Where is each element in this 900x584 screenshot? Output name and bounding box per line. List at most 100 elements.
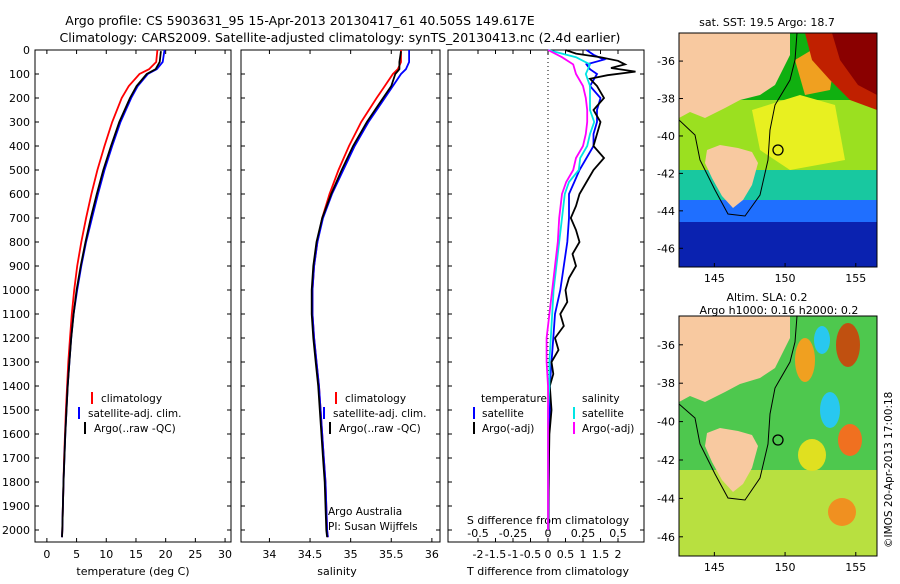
temperature-legend: climatology satellite-adj. clim. Argo(..…: [78, 392, 181, 435]
x-tick-label: 25: [188, 548, 202, 561]
x-tick-label: -2: [473, 548, 484, 561]
depth-tick-label: 0: [23, 44, 30, 57]
x-tick-label: 35: [344, 548, 358, 561]
x-tick-label: 15: [129, 548, 143, 561]
x-tick-label: 1.5: [592, 548, 610, 561]
depth-tick-label: 600: [9, 188, 30, 201]
salinity-xlabel: salinity: [317, 565, 357, 578]
depth-tick-label: 2000: [2, 524, 30, 537]
sla-red-eddy-2: [828, 498, 856, 526]
salinity-panel: salinity climatology satellite-adj. clim…: [240, 49, 441, 578]
depth-tick-label: 900: [9, 260, 30, 273]
difference-axes: [447, 49, 645, 543]
map-y-tick-label: -38: [657, 93, 675, 106]
header-line-2: Climatology: CARS2009. Satellite-adjuste…: [60, 30, 621, 45]
tasmania-land-sst: [705, 145, 758, 208]
x-tick-label: -1.5: [485, 548, 506, 561]
mainland-land-sst: [679, 33, 790, 118]
t-difference-label: T difference from climatology: [466, 565, 629, 578]
sla-map-axes: [678, 315, 878, 557]
sla-map-title-2: Argo h1000: 0.16 h2000: 0.2: [700, 304, 859, 317]
series-line: [547, 49, 636, 530]
depth-tick-label: 1100: [2, 308, 30, 321]
annotation-argo-australia: Argo Australia: [328, 506, 402, 518]
imos-watermark: ©IMOS 20-Apr-2013 17:00:18: [883, 392, 895, 548]
map-x-tick-label: 150: [775, 561, 796, 574]
sla-cyan-eddy: [814, 326, 830, 354]
depth-tick-label: 1000: [2, 284, 30, 297]
bathymetry-contour-sla: [679, 316, 798, 501]
legend-label-argo: Argo(..raw -QC): [94, 423, 176, 435]
tasmania-land-sla: [705, 428, 758, 492]
sla-field: [679, 316, 877, 556]
temperature-axes: [34, 49, 232, 543]
depth-tick-label: 1900: [2, 500, 30, 513]
map-y-tick-label: -40: [657, 130, 675, 143]
sla-red-eddy: [838, 424, 862, 456]
legend-label-s-satellite: satellite: [582, 408, 624, 420]
sla-map: Altim. SLA: 0.2 Argo h1000: 0.16 h2000: …: [657, 291, 878, 574]
map-x-tick-label: 145: [704, 272, 725, 285]
map-x-tick-label: 155: [845, 561, 866, 574]
depth-tick-label: 1700: [2, 452, 30, 465]
x-tick-label: 1: [580, 548, 587, 561]
series-line: [547, 49, 596, 530]
x-tick-label: 0.5: [557, 548, 575, 561]
map-y-tick-label: -36: [657, 55, 675, 68]
temperature-panel: temperature (deg C) climatology satellit…: [2, 44, 232, 578]
legend-header-temperature: temperature: [481, 393, 547, 405]
depth-tick-label: 100: [9, 68, 30, 81]
salinity-legend: climatology satellite-adj. clim. Argo(..…: [323, 392, 426, 435]
x-tick-label: 5: [73, 548, 80, 561]
sst-deep-cold-band: [679, 222, 877, 267]
x-tick-label: 0: [545, 548, 552, 561]
depth-tick-label: 1400: [2, 380, 30, 393]
sst-map: sat. SST: 19.5 Argo: 18.7 145 150 155 -36 -3…: [657, 16, 878, 285]
map-y-tick-label: -40: [657, 416, 675, 429]
x-tick-label: 10: [99, 548, 113, 561]
bathymetry-contour-sst: [679, 33, 798, 217]
x-tick-label: 35.5: [379, 548, 404, 561]
depth-tick-label: 700: [9, 212, 30, 225]
x-tick-label: 34: [262, 548, 276, 561]
annotation-pi: PI: Susan Wijffels: [328, 521, 418, 533]
map-y-tick-label: -44: [657, 492, 675, 505]
mainland-land-sla: [679, 316, 790, 402]
temperature-xlabel: temperature (deg C): [76, 565, 189, 578]
sla-orange-eddy-2: [836, 323, 860, 367]
sla-map-title-1: Altim. SLA: 0.2: [726, 291, 807, 304]
depth-tick-label: 800: [9, 236, 30, 249]
legend-header-salinity: salinity: [582, 393, 620, 405]
map-y-tick-label: -38: [657, 377, 675, 390]
legend-label-t-argo: Argo(-adj): [482, 423, 534, 435]
sst-yellow-core: [752, 95, 845, 170]
map-y-tick-label: -36: [657, 339, 675, 352]
depth-tick-label: 1200: [2, 332, 30, 345]
difference-panel: S difference from climatology T differen…: [447, 49, 645, 578]
salinity-axes: [240, 49, 441, 543]
series-line: [547, 49, 607, 531]
x-tick-label: 30: [218, 548, 232, 561]
depth-tick-label: 300: [9, 116, 30, 129]
depth-tick-label: 1500: [2, 404, 30, 417]
series-line: [545, 49, 589, 530]
map-y-tick-label: -46: [657, 531, 675, 544]
depth-tick-label: 1800: [2, 476, 30, 489]
argo-float-marker-sst: [772, 144, 784, 156]
legend-label-climatology: climatology: [101, 393, 162, 405]
map-y-tick-label: -42: [657, 454, 675, 467]
top-x-tick-label: 0: [545, 527, 552, 540]
sst-map-axes: [678, 32, 878, 268]
legend-label-climatology: climatology: [345, 393, 406, 405]
map-y-tick-label: -46: [657, 242, 675, 255]
x-tick-label: 34.5: [298, 548, 323, 561]
argo-float-marker-sla: [772, 434, 784, 446]
x-tick-label: -0.5: [520, 548, 541, 561]
legend-label-s-argo: Argo(-adj): [582, 423, 634, 435]
x-tick-label: -1: [508, 548, 519, 561]
depth-tick-label: 500: [9, 164, 30, 177]
legend-label-argo: Argo(..raw -QC): [339, 423, 421, 435]
map-x-tick-label: 155: [845, 272, 866, 285]
sst-map-title: sat. SST: 19.5 Argo: 18.7: [699, 16, 835, 29]
